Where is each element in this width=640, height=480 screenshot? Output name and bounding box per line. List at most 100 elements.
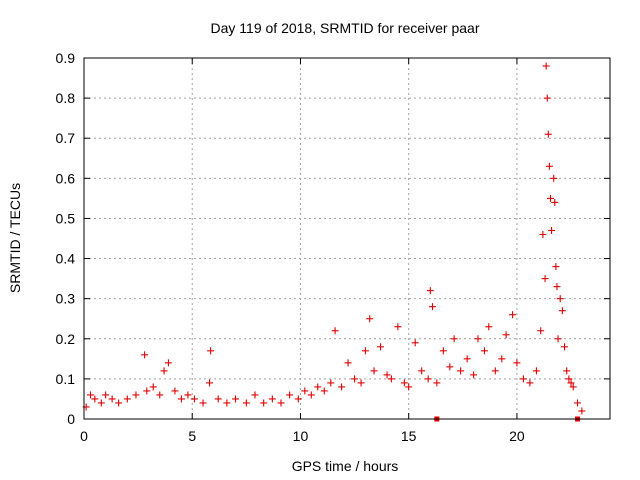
data-point xyxy=(286,391,294,399)
x-axis-label: GPS time / hours xyxy=(292,458,399,474)
data-point xyxy=(260,399,268,407)
axis-ticks: 0 0.1 0.2 0.3 0.4 0.5 0.6 0.7 0.8 0.9 0 5 10 15 20 xyxy=(56,50,610,444)
data-point xyxy=(143,387,151,395)
data-point xyxy=(429,303,437,311)
data-point xyxy=(251,391,259,399)
data-point xyxy=(424,375,432,383)
data-point xyxy=(411,339,419,347)
y-tick-label: 0.5 xyxy=(56,210,76,226)
data-point xyxy=(149,383,157,391)
data-point xyxy=(394,323,402,331)
data-point xyxy=(268,395,276,403)
data-point xyxy=(561,343,569,351)
data-point xyxy=(177,395,185,403)
data-point xyxy=(480,347,488,355)
data-point xyxy=(446,363,454,371)
data-point xyxy=(331,327,339,335)
data-point xyxy=(400,379,408,387)
data-point xyxy=(199,399,207,407)
data-point xyxy=(338,383,346,391)
data-point xyxy=(232,395,240,403)
data-point xyxy=(184,391,192,399)
data-point xyxy=(320,387,328,395)
data-point xyxy=(357,379,365,387)
data-point xyxy=(509,311,517,319)
data-point xyxy=(539,230,547,238)
x-tick-label: 0 xyxy=(80,428,88,444)
y-tick-label: 0.4 xyxy=(56,251,76,267)
data-point xyxy=(491,367,499,375)
data-point xyxy=(470,371,478,379)
data-point xyxy=(214,395,222,403)
data-point xyxy=(552,263,560,271)
data-point xyxy=(532,367,540,375)
data-point xyxy=(545,162,553,170)
data-point xyxy=(242,399,250,407)
data-point xyxy=(164,359,172,367)
data-point xyxy=(132,391,140,399)
data-point xyxy=(551,198,559,206)
x-tick-label: 20 xyxy=(509,428,525,444)
data-point xyxy=(156,391,164,399)
data-point xyxy=(541,275,549,283)
data-point xyxy=(405,383,413,391)
data-point xyxy=(548,226,556,234)
data-point xyxy=(457,367,465,375)
data-point xyxy=(450,335,458,343)
data-point xyxy=(558,307,566,315)
data-point xyxy=(554,335,562,343)
data-point xyxy=(543,94,551,102)
data-point xyxy=(377,343,385,351)
data-point xyxy=(294,395,302,403)
data-point xyxy=(567,379,575,387)
data-point xyxy=(550,174,558,182)
data-point xyxy=(327,379,335,387)
data-point xyxy=(190,395,198,403)
data-point xyxy=(513,359,521,367)
data-point xyxy=(141,351,149,359)
data-point xyxy=(418,367,426,375)
data-point xyxy=(519,375,527,383)
data-point xyxy=(86,391,94,399)
data-point xyxy=(556,295,564,303)
data-point xyxy=(108,395,116,403)
data-point xyxy=(387,375,395,383)
data-point xyxy=(383,371,391,379)
data-point xyxy=(361,347,369,355)
x-tick-label: 10 xyxy=(293,428,309,444)
data-point xyxy=(366,315,374,323)
y-tick-label: 0.7 xyxy=(56,130,76,146)
data-point xyxy=(474,335,482,343)
data-point xyxy=(301,387,309,395)
data-point xyxy=(574,399,582,407)
data-point xyxy=(433,379,441,387)
data-point xyxy=(171,387,179,395)
data-point xyxy=(426,287,434,295)
data-point xyxy=(485,323,493,331)
data-point xyxy=(546,194,554,202)
data-point xyxy=(569,383,577,391)
data-point xyxy=(160,367,168,375)
data-point xyxy=(351,375,359,383)
data-point xyxy=(207,347,215,355)
data-point xyxy=(553,283,561,291)
data-point xyxy=(544,130,552,138)
data-point xyxy=(123,395,131,403)
data-point xyxy=(526,379,534,387)
y-tick-label: 0.2 xyxy=(56,331,76,347)
y-tick-label: 0 xyxy=(67,411,75,427)
y-tick-label: 0.1 xyxy=(56,371,76,387)
data-point xyxy=(206,379,214,387)
data-point xyxy=(463,355,471,363)
data-point xyxy=(277,399,285,407)
x-tick-label: 5 xyxy=(188,428,196,444)
chart-title: Day 119 of 2018, SRMTID for receiver paa… xyxy=(211,20,480,36)
data-point xyxy=(223,399,231,407)
data-point xyxy=(537,327,545,335)
data-point xyxy=(115,399,123,407)
data-point xyxy=(439,347,447,355)
data-point xyxy=(502,331,510,339)
data-point xyxy=(314,383,322,391)
data-points xyxy=(82,62,586,422)
